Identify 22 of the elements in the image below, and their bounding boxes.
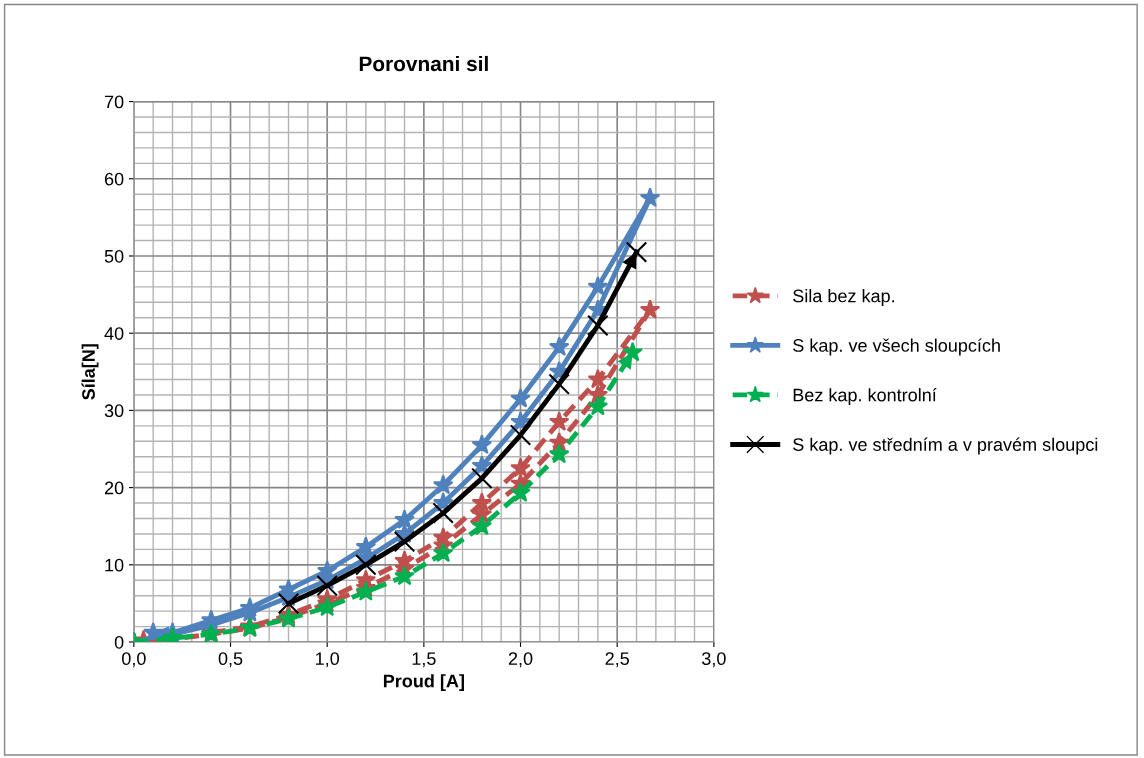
y-tick-label: 70 — [104, 95, 124, 109]
y-tick-label: 50 — [104, 249, 124, 263]
x-tick-label: 1,5 — [412, 652, 436, 668]
x-tick-label: 2,0 — [508, 652, 533, 668]
x-tick-label: 0,5 — [218, 652, 243, 668]
y-tick-label: 10 — [105, 558, 124, 572]
legend-label: Sila bez kap. — [793, 289, 894, 306]
legend-label: Bez kap. kontrolní — [793, 387, 937, 405]
x-tick-label: 0,0 — [122, 652, 146, 668]
x-axis-title: Proud [A] — [383, 674, 464, 691]
y-tick-label: 30 — [104, 404, 124, 418]
chart-title: Porovnani sil — [359, 55, 488, 72]
x-tick-label: 3,0 — [702, 652, 726, 668]
y-axis-title: Síla[N] — [81, 344, 99, 400]
y-tick-label: 40 — [104, 327, 124, 340]
y-tick-label: 0 — [114, 635, 124, 649]
x-tick-label: 2,5 — [605, 652, 629, 668]
legend-label: S kap. ve všech sloupcích — [793, 338, 1000, 356]
y-tick-label: 60 — [104, 172, 124, 186]
x-tick-label: 1,0 — [316, 652, 340, 668]
legend-label: S kap. ve středním a v pravém sloupci — [793, 437, 1098, 455]
y-tick-label: 20 — [104, 481, 124, 495]
